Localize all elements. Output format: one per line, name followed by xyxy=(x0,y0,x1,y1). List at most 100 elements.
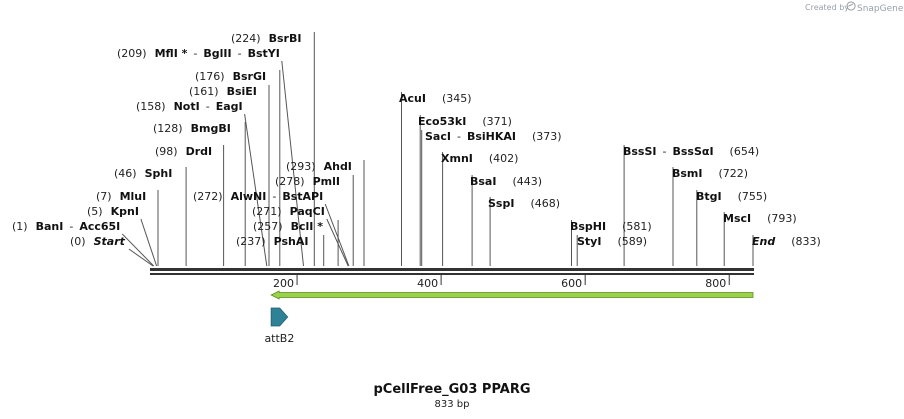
site-pmli[interactable]: (278) PmlI xyxy=(275,175,340,188)
enzyme-name-kpni[interactable]: KpnI xyxy=(111,205,139,218)
site-bcli[interactable]: (257) BclI * xyxy=(253,220,323,233)
enzyme-name-alwni[interactable]: AlwNI xyxy=(231,190,267,203)
cut-site-labels: (0) Start (1) BanI - Acc65I (5) KpnI (7) MluI (46)… xyxy=(12,32,821,248)
cut-site-lines xyxy=(121,32,754,267)
cut-site-line xyxy=(244,113,268,267)
site-sspi[interactable]: SspI (468) xyxy=(488,197,560,210)
site-msci[interactable]: MscI (793) xyxy=(723,212,797,225)
enzyme-name-sspi[interactable]: SspI xyxy=(488,197,514,210)
enzyme-name-bsphi[interactable]: BspHI xyxy=(570,220,606,233)
enzyme-name-noti[interactable]: NotI xyxy=(174,100,200,113)
site-pshai[interactable]: (237) PshAI xyxy=(236,235,308,248)
enzyme-name-bsrgi[interactable]: BsrGI xyxy=(233,70,266,83)
site-bsmi[interactable]: BsmI (722) xyxy=(672,167,748,180)
site-separator: - xyxy=(193,47,197,60)
site-position-label: (793) xyxy=(767,212,797,225)
cut-site-line xyxy=(281,60,304,267)
site-separator: - xyxy=(238,47,242,60)
enzyme-name-bglii[interactable]: BglII xyxy=(203,47,231,60)
enzyme-name-bsssi[interactable]: BssSI xyxy=(623,145,657,158)
site-bsphi[interactable]: BspHI (581) xyxy=(570,220,652,233)
site-saci-bsihkai[interactable]: SacI - BsiHKAI (373) xyxy=(425,130,562,143)
site-mlui[interactable]: (7) MluI xyxy=(96,190,146,203)
site-position-label: (237) xyxy=(236,235,266,248)
enzyme-name-pmli[interactable]: PmlI xyxy=(313,175,340,188)
site-acui[interactable]: AcuI (345) xyxy=(399,92,472,105)
site-position-label: (161) xyxy=(189,85,219,98)
feature-arrow[interactable] xyxy=(270,307,289,327)
feature-green-arrow[interactable] xyxy=(270,290,754,300)
enzyme-name-sphi[interactable]: SphI xyxy=(145,167,173,180)
site-position-label: (443) xyxy=(512,175,542,188)
enzyme-name-paqci[interactable]: PaqCI xyxy=(290,205,325,218)
enzyme-name-end[interactable]: End xyxy=(752,235,775,248)
site-drdi[interactable]: (98) DrdI xyxy=(155,145,212,158)
enzyme-name-acc65i[interactable]: Acc65I xyxy=(79,220,120,233)
enzyme-name-mfli[interactable]: MflI * xyxy=(155,47,188,60)
feature-attb2[interactable]: attB2 xyxy=(264,307,294,345)
enzyme-name-bsihkai[interactable]: BsiHKAI xyxy=(467,130,516,143)
site-noti-eagi[interactable]: (158) NotI - EagI xyxy=(136,100,243,113)
enzyme-name-eco53ki[interactable]: Eco53kI xyxy=(418,115,466,128)
enzyme-name-saci[interactable]: SacI xyxy=(425,130,451,143)
site-bsrbi[interactable]: (224) BsrBI xyxy=(231,32,301,45)
enzyme-name-pshai[interactable]: PshAI xyxy=(274,235,309,248)
site-bsrgi[interactable]: (176) BsrGI xyxy=(195,70,266,83)
site-position-label: (654) xyxy=(730,145,760,158)
site-bmgbi[interactable]: (128) BmgBI xyxy=(153,122,231,135)
enzyme-name-start[interactable]: Start xyxy=(94,235,126,248)
reverse-feature-arrow[interactable] xyxy=(270,290,754,300)
site-position-label: (272) xyxy=(193,190,223,203)
site-btgi[interactable]: BtgI (755) xyxy=(696,190,767,203)
site-position-label: (271) xyxy=(252,205,282,218)
enzyme-name-bstyi[interactable]: BstYI xyxy=(248,47,280,60)
enzyme-name-bsrbi[interactable]: BsrBI xyxy=(269,32,302,45)
backbone-top-strand xyxy=(150,268,754,271)
enzyme-name-bani[interactable]: BanI xyxy=(36,220,64,233)
site-paqci[interactable]: (271) PaqCI xyxy=(252,205,325,218)
site-separator: - xyxy=(69,220,73,233)
enzyme-name-bsai[interactable]: BsaI xyxy=(470,175,496,188)
enzyme-name-acui[interactable]: AcuI xyxy=(399,92,426,105)
cut-site-line xyxy=(128,248,154,267)
site-styi[interactable]: StyI (589) xyxy=(577,235,647,248)
backbone-bottom-strand xyxy=(150,273,754,275)
enzyme-name-bsiei[interactable]: BsiEI xyxy=(227,85,257,98)
site-separator: - xyxy=(272,190,276,203)
site-xmni[interactable]: XmnI (402) xyxy=(441,152,518,165)
site-kpni[interactable]: (5) KpnI xyxy=(87,205,139,218)
enzyme-name-msci[interactable]: MscI xyxy=(723,212,751,225)
site-position-label: (209) xyxy=(117,47,147,60)
axis-tick-label: 400 xyxy=(417,277,438,290)
enzyme-name-eagi[interactable]: EagI xyxy=(216,100,243,113)
enzyme-name-bstapi[interactable]: BstAPI xyxy=(282,190,323,203)
site-ahdi[interactable]: (293) AhdI xyxy=(286,160,352,173)
enzyme-name-bmgbi[interactable]: BmgBI xyxy=(191,122,231,135)
axis-tick-label: 200 xyxy=(273,277,294,290)
site-position-label: (755) xyxy=(738,190,768,203)
site-bsiei[interactable]: (161) BsiEI xyxy=(189,85,257,98)
site-bsssi-bsss-i[interactable]: BssSI - BssSαI (654) xyxy=(623,145,759,158)
site-position-label: (402) xyxy=(489,152,519,165)
site-start[interactable]: (0) Start xyxy=(70,235,126,248)
site-sphi[interactable]: (46) SphI xyxy=(114,167,172,180)
enzyme-name-bsss-i[interactable]: BssSαI xyxy=(672,145,713,158)
site-eco53ki[interactable]: Eco53kI (371) xyxy=(418,115,512,128)
site-alwni-bstapi[interactable]: (272) AlwNI - BstAPI xyxy=(193,190,323,203)
enzyme-name-btgi[interactable]: BtgI xyxy=(696,190,722,203)
site-position-label: (581) xyxy=(622,220,652,233)
enzyme-name-styi[interactable]: StyI xyxy=(577,235,601,248)
site-bsai[interactable]: BsaI (443) xyxy=(470,175,542,188)
site-end[interactable]: End (833) xyxy=(752,235,821,248)
site-bani-acc65i[interactable]: (1) BanI - Acc65I xyxy=(12,220,120,233)
enzyme-name-bsmi[interactable]: BsmI xyxy=(672,167,703,180)
axis-tick-label: 600 xyxy=(561,277,582,290)
site-mfli-bglii-bstyi[interactable]: (209) MflI * - BglII - BstYI xyxy=(117,47,280,60)
enzyme-name-drdi[interactable]: DrdI xyxy=(186,145,213,158)
enzyme-name-ahdi[interactable]: AhdI xyxy=(324,160,352,173)
enzyme-name-bcli[interactable]: BclI * xyxy=(291,220,324,233)
site-position-label: (98) xyxy=(155,145,178,158)
enzyme-name-mlui[interactable]: MluI xyxy=(120,190,147,203)
enzyme-name-xmni[interactable]: XmnI xyxy=(441,152,473,165)
